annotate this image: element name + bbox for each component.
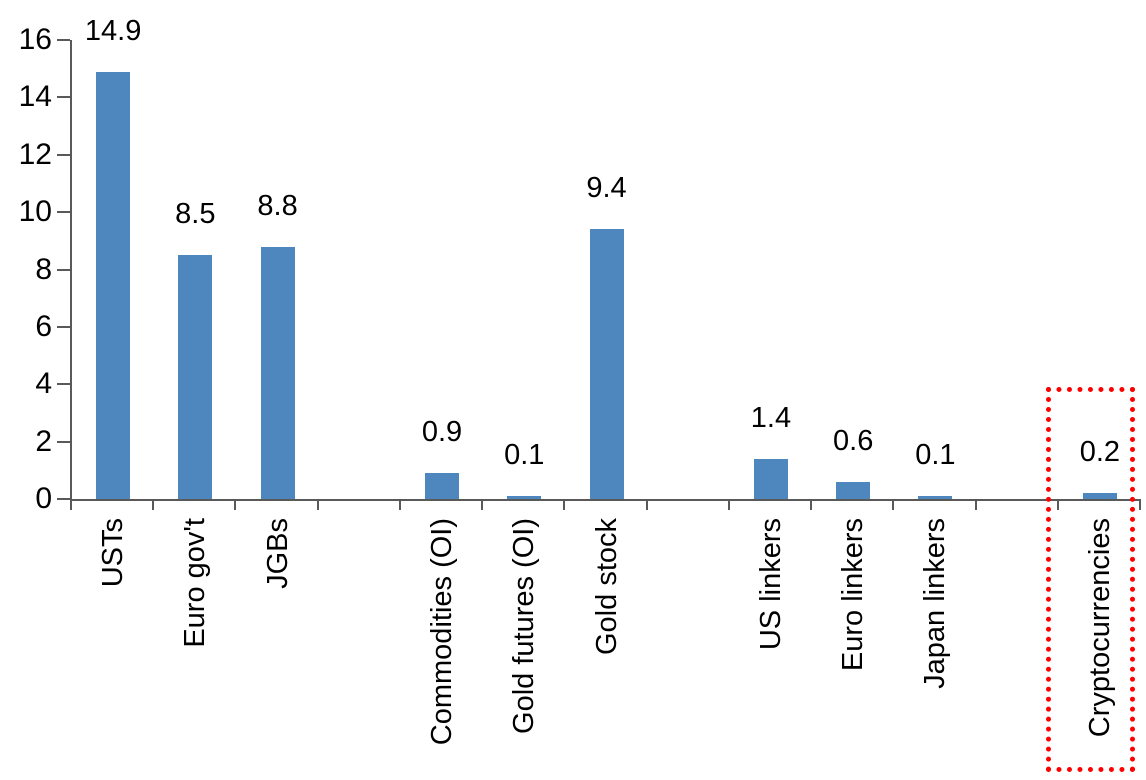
y-axis-tick-label: 2 — [35, 424, 52, 458]
bar-value-label: 0.2 — [1079, 436, 1121, 469]
y-axis-tick — [57, 96, 70, 99]
bar — [96, 71, 131, 499]
x-axis-tick — [727, 501, 730, 510]
bar — [260, 246, 295, 499]
bar — [425, 473, 460, 499]
y-axis-tick — [57, 498, 70, 500]
x-axis-tick — [481, 501, 484, 510]
bar — [1082, 493, 1117, 499]
y-axis-tick — [57, 211, 70, 214]
bar-value-label: 8.8 — [257, 189, 298, 222]
y-axis-tick — [57, 383, 70, 386]
y-axis-tick-label: 12 — [18, 137, 52, 171]
x-axis-tick — [152, 501, 155, 510]
bar-value-label: 0.1 — [504, 439, 545, 472]
y-axis-tick-label: 10 — [18, 195, 52, 229]
y-axis-tick — [57, 153, 70, 156]
highlight-dotted-box — [1046, 387, 1135, 772]
y-axis-tick-label: 8 — [35, 252, 52, 286]
bar-value-label: 9.4 — [586, 172, 627, 205]
y-axis-tick-label: 16 — [18, 23, 52, 56]
x-category-label: Euro linkers — [837, 518, 870, 672]
bar — [918, 496, 953, 499]
x-axis-tick — [70, 501, 72, 510]
x-category-label: Euro gov't — [179, 518, 212, 648]
x-axis-line — [70, 499, 1141, 501]
y-axis-tick — [57, 440, 70, 443]
y-axis-tick-label: 0 — [35, 482, 52, 515]
bar — [178, 255, 213, 499]
x-axis-tick — [563, 501, 566, 510]
x-category-label: Japan linkers — [919, 518, 952, 689]
x-category-label: Commodities (OI) — [426, 518, 459, 746]
bar-value-label: 0.6 — [833, 424, 874, 457]
x-axis-tick — [810, 501, 813, 510]
x-axis-tick — [892, 501, 895, 510]
bar — [507, 496, 542, 499]
x-axis-tick — [1056, 501, 1059, 510]
bar — [589, 229, 624, 499]
y-axis-tick — [57, 39, 70, 41]
y-axis-tick-label: 14 — [18, 80, 52, 114]
bar-value-label: 1.4 — [750, 401, 792, 434]
x-category-label: US linkers — [754, 518, 787, 651]
bar — [836, 481, 871, 499]
x-axis-tick — [645, 501, 648, 510]
y-axis-tick — [57, 268, 70, 271]
x-category-label: Gold stock — [590, 518, 623, 655]
x-category-label: JGBs — [261, 518, 294, 589]
x-axis-tick — [1139, 501, 1141, 510]
x-axis-tick — [974, 501, 977, 510]
bar-value-label: 0.1 — [915, 439, 956, 472]
x-category-label: Gold futures (OI) — [508, 518, 541, 734]
x-axis-tick — [398, 501, 401, 510]
x-axis-tick — [234, 501, 237, 510]
x-category-label: USTs — [97, 518, 130, 588]
bar-value-label: 0.9 — [421, 416, 463, 449]
x-axis-tick — [316, 501, 319, 510]
y-axis-tick — [57, 325, 70, 328]
y-axis-line — [70, 40, 72, 501]
bar-value-label: 14.9 — [84, 14, 142, 47]
y-axis-tick-label: 4 — [35, 367, 52, 401]
y-axis-tick-label: 6 — [35, 309, 52, 343]
bar — [753, 458, 788, 499]
bar-value-label: 8.5 — [175, 198, 216, 231]
